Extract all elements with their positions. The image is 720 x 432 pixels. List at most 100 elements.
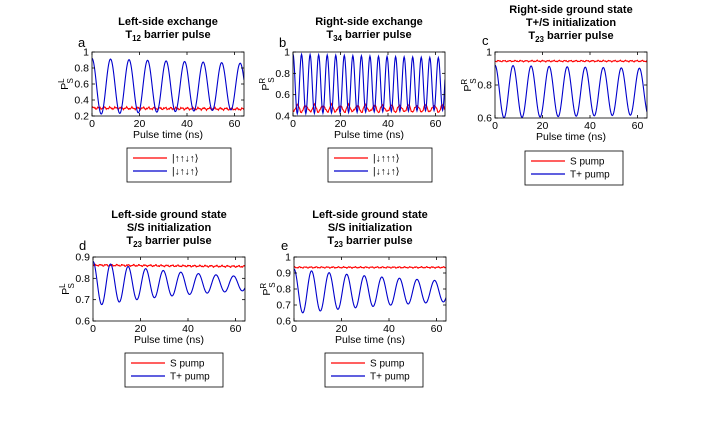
y-tick-label: 0.6 xyxy=(75,316,90,328)
legend-label: T+ pump xyxy=(570,170,610,181)
panel-title-line: Left-side exchange xyxy=(118,16,218,28)
panel-letter: d xyxy=(79,238,86,253)
panel-title-line: T23 barrier pulse xyxy=(528,30,613,44)
x-tick-label: 60 xyxy=(230,323,242,335)
legend-label: S pump xyxy=(370,359,405,370)
y-tick-label: 0.6 xyxy=(276,316,291,328)
series-line xyxy=(92,105,244,112)
panel-letter: e xyxy=(281,238,288,253)
legend: S pump T+ pump xyxy=(524,150,624,186)
x-tick-label: 20 xyxy=(135,323,147,335)
x-tick-label: 20 xyxy=(134,118,146,130)
panel-letter: a xyxy=(78,35,86,50)
y-tick-label: 0.6 xyxy=(477,113,492,125)
legend: S pump T+ pump xyxy=(324,352,424,388)
x-tick-label: 0 xyxy=(492,120,498,132)
legend-label: |↓↑↓↑⟩ xyxy=(172,167,199,178)
x-tick-label: 40 xyxy=(382,118,394,130)
panel-title-line: Right-side exchange xyxy=(315,16,423,28)
legend-label: T+ pump xyxy=(170,372,210,383)
x-tick-label: 0 xyxy=(291,323,297,335)
y-axis-label: PLS xyxy=(58,283,76,295)
legend-box xyxy=(524,150,624,186)
axes-frame xyxy=(92,256,246,322)
series-line xyxy=(294,265,446,269)
y-tick-label: 0.8 xyxy=(477,80,492,92)
axes-frame xyxy=(292,51,446,117)
panel-letter: c xyxy=(482,33,489,48)
x-axis-label: Pulse time (ns) xyxy=(134,334,204,346)
y-axis-label: PRS xyxy=(259,282,277,295)
y-tick-label: 0.7 xyxy=(276,300,291,312)
x-tick-label: 40 xyxy=(182,323,194,335)
x-tick-label: 0 xyxy=(290,118,296,130)
y-tick-label: 0.9 xyxy=(276,268,291,280)
panel-letter: b xyxy=(279,35,286,50)
legend-label: |↓↑↑↑⟩ xyxy=(373,154,400,165)
series-line xyxy=(93,260,245,306)
y-axis-label: PLS xyxy=(57,78,75,90)
y-tick-label: 0.6 xyxy=(74,79,89,91)
x-tick-label: 60 xyxy=(431,323,443,335)
x-tick-label: 20 xyxy=(537,120,549,132)
y-tick-label: 1 xyxy=(486,47,492,59)
y-tick-label: 1 xyxy=(284,47,290,59)
legend-box xyxy=(327,147,433,183)
legend-label: T+ pump xyxy=(370,372,410,383)
legend-label: |↑↑↓↑⟩ xyxy=(172,154,199,165)
y-tick-label: 0.8 xyxy=(276,284,291,296)
panel-title-line: S/S initialization xyxy=(127,222,212,234)
panel-title-line: S/S initialization xyxy=(328,222,413,234)
legend-box xyxy=(124,352,224,388)
x-tick-label: 0 xyxy=(89,118,95,130)
x-tick-label: 40 xyxy=(383,323,395,335)
y-tick-label: 0.8 xyxy=(275,68,290,80)
series-line xyxy=(92,57,244,115)
x-tick-label: 40 xyxy=(181,118,193,130)
y-tick-label: 1 xyxy=(83,47,89,59)
panel-title-line: T23 barrier pulse xyxy=(327,235,412,249)
x-axis-label: Pulse time (ns) xyxy=(133,129,203,141)
x-tick-label: 60 xyxy=(229,118,241,130)
y-tick-label: 0.8 xyxy=(74,63,89,75)
series-line xyxy=(93,263,245,269)
panel-title-line: T12 barrier pulse xyxy=(125,29,210,43)
x-tick-label: 40 xyxy=(584,120,596,132)
legend-label: |↓↑↓↑⟩ xyxy=(373,167,400,178)
y-tick-label: 0.6 xyxy=(275,89,290,101)
series-line xyxy=(495,64,647,118)
legend-box xyxy=(324,352,424,388)
y-tick-label: 0.4 xyxy=(74,95,89,107)
series-line xyxy=(293,102,445,114)
x-axis-label: Pulse time (ns) xyxy=(334,129,404,141)
panel-title-line: T34 barrier pulse xyxy=(326,29,411,43)
x-tick-label: 20 xyxy=(336,323,348,335)
panel-title-line: Left-side ground state xyxy=(111,209,227,221)
series-line xyxy=(294,268,446,314)
y-tick-label: 0.4 xyxy=(275,111,290,123)
legend: S pump T+ pump xyxy=(124,352,224,388)
x-axis-label: Pulse time (ns) xyxy=(536,131,606,143)
legend-box xyxy=(126,147,232,183)
y-axis-label: PRS xyxy=(460,78,478,91)
x-tick-label: 20 xyxy=(335,118,347,130)
series-line xyxy=(293,52,445,116)
x-tick-label: 0 xyxy=(90,323,96,335)
legend-label: S pump xyxy=(570,157,605,168)
panel-title-line: Right-side ground state xyxy=(509,4,632,16)
y-axis-label: PRS xyxy=(258,77,276,90)
legend: |↓↑↑↑⟩ |↓↑↓↑⟩ xyxy=(327,147,433,183)
y-tick-label: 0.9 xyxy=(75,252,90,264)
panel-title-line: Left-side ground state xyxy=(312,209,428,221)
y-tick-label: 0.2 xyxy=(74,111,89,123)
panel-title-line: T23 barrier pulse xyxy=(126,235,211,249)
y-tick-label: 0.8 xyxy=(75,273,90,285)
x-tick-label: 60 xyxy=(632,120,644,132)
x-tick-label: 60 xyxy=(430,118,442,130)
y-tick-label: 1 xyxy=(285,252,291,264)
